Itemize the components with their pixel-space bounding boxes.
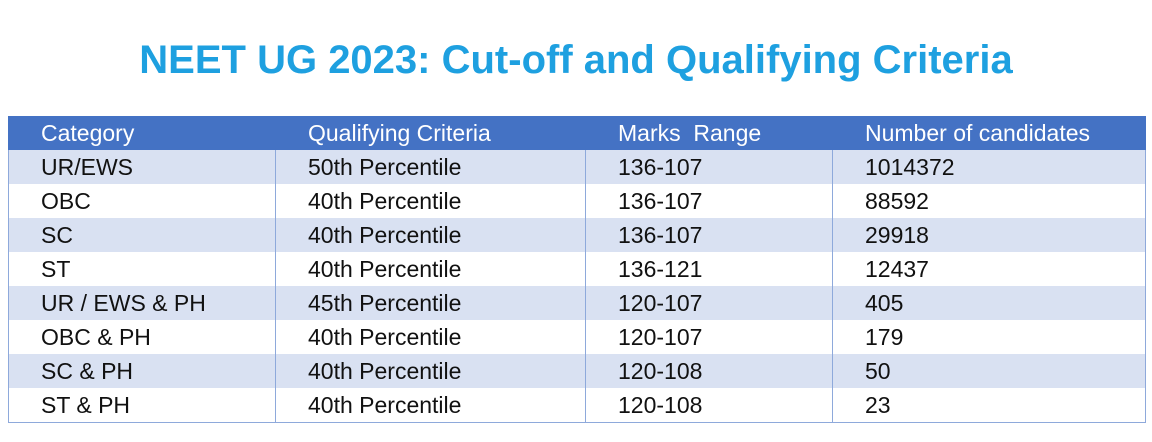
table-row: UR/EWS 50th Percentile 136-107 1014372 (8, 150, 1146, 184)
header-row: Category Qualifying Criteria Marks Range Nu… (8, 116, 1146, 150)
table-cell: 120-108 (585, 354, 833, 388)
table-cell: OBC (8, 184, 276, 218)
table-cell: UR / EWS & PH (8, 286, 276, 320)
table-cell: 40th Percentile (275, 218, 586, 252)
table-cell: 40th Percentile (275, 354, 586, 388)
table-cell: 40th Percentile (275, 320, 586, 354)
table-cell: UR/EWS (8, 150, 276, 184)
table-row: ST & PH 40th Percentile 120-108 23 (8, 388, 1146, 423)
table-cell: SC & PH (8, 354, 276, 388)
table-cell: 50th Percentile (275, 150, 586, 184)
table-cell: 23 (832, 388, 1146, 423)
table-row: SC & PH 40th Percentile 120-108 50 (8, 354, 1146, 388)
table-cell: 1014372 (832, 150, 1146, 184)
table-cell: 136-121 (585, 252, 833, 286)
table-cell: 136-107 (585, 150, 833, 184)
table-cell: 12437 (832, 252, 1146, 286)
header-cell: Number of candidates (832, 116, 1146, 150)
table-cell: 120-107 (585, 320, 833, 354)
header-cell: Marks Range (585, 116, 833, 150)
table-cell: 50 (832, 354, 1146, 388)
table-cell: 179 (832, 320, 1146, 354)
table-cell: 136-107 (585, 218, 833, 252)
table-row: ST 40th Percentile 136-121 12437 (8, 252, 1146, 286)
table-cell: 120-107 (585, 286, 833, 320)
table-row: OBC 40th Percentile 136-107 88592 (8, 184, 1146, 218)
table-body: UR/EWS 50th Percentile 136-107 1014372 OBC 40… (8, 150, 1146, 423)
table-row: OBC & PH 40th Percentile 120-107 179 (8, 320, 1146, 354)
table-row: UR / EWS & PH 45th Percentile 120-107 405 (8, 286, 1146, 320)
table-cell: 40th Percentile (275, 388, 586, 423)
table-cell: ST & PH (8, 388, 276, 423)
table-cell: 40th Percentile (275, 252, 586, 286)
table-cell: 88592 (832, 184, 1146, 218)
table-cell: SC (8, 218, 276, 252)
table-cell: 29918 (832, 218, 1146, 252)
table-row: SC 40th Percentile 136-107 29918 (8, 218, 1146, 252)
page-title: NEET UG 2023: Cut-off and Qualifying Cri… (139, 38, 1013, 82)
header-cell: Qualifying Criteria (275, 116, 586, 150)
table-cell: 405 (832, 286, 1146, 320)
table-cell: 45th Percentile (275, 286, 586, 320)
table-cell: OBC & PH (8, 320, 276, 354)
header-cell: Category (8, 116, 276, 150)
table-cell: 40th Percentile (275, 184, 586, 218)
table-cell: 136-107 (585, 184, 833, 218)
cutoff-table: Category Qualifying Criteria Marks Range Nu… (8, 116, 1146, 423)
table-header: Category Qualifying Criteria Marks Range Nu… (8, 116, 1146, 150)
table-cell: ST (8, 252, 276, 286)
table-cell: 120-108 (585, 388, 833, 423)
